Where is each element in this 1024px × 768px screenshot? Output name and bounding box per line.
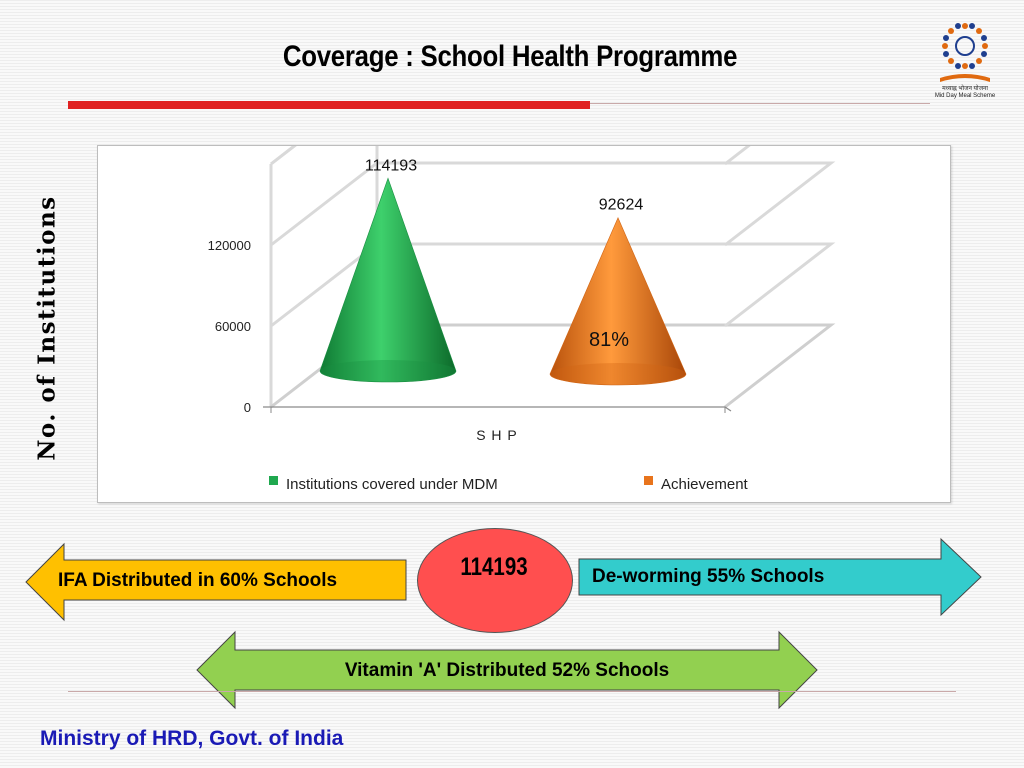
title-rule-extension: [590, 103, 930, 104]
cone-chart: 0 60000 120000 114193 92624 81% S H P Instituti…: [208, 146, 836, 493]
data-label: 114193: [365, 157, 417, 174]
percent-annotation: 81%: [589, 329, 629, 351]
bar-achievement: [549, 216, 687, 386]
x-axis-line: [263, 406, 732, 412]
y-tick-label: 60000: [215, 319, 251, 334]
x-category-label: S H P: [476, 427, 518, 443]
chart-frame: 0 60000 120000 114193 92624 81% S H P Instituti…: [97, 145, 951, 503]
gridline: [270, 161, 836, 247]
center-oval-value: 114193: [460, 553, 528, 581]
gridline: [270, 242, 836, 328]
legend-entry: Institutions covered under MDM: [286, 476, 498, 493]
y-tick-label: 120000: [208, 238, 251, 253]
y-tick-label: 0: [244, 400, 251, 415]
gridline: [270, 146, 751, 166]
data-label: 92624: [599, 197, 644, 214]
cone-base-shade: [550, 363, 686, 385]
logo-caption-hindi: मध्याह्न भोजन योजना: [942, 86, 988, 92]
ifa-arrow: [25, 542, 407, 622]
vitamin-a-label: Vitamin 'A' Distributed 52% Schools: [344, 660, 670, 681]
legend-swatch: [269, 476, 278, 485]
side-wall-top-edge: [270, 146, 297, 166]
cone-base-shade: [320, 360, 456, 382]
bar-institutions-covered: [319, 177, 457, 383]
slide-title: Coverage : School Health Programme: [282, 40, 738, 73]
deworming-arrow: [578, 537, 982, 617]
legend-entry: Achievement: [661, 476, 749, 493]
legend-swatch: [644, 476, 653, 485]
center-oval: [417, 528, 573, 633]
logo-caption-english: Mid Day Meal Scheme: [934, 93, 996, 99]
vitamin-a-arrow: [196, 630, 818, 710]
ifa-label: IFA Distributed in 60% Schools: [58, 570, 338, 591]
footer-text: Ministry of HRD, Govt. of India: [40, 727, 344, 750]
title-rule: [68, 101, 590, 109]
footer-rule: [68, 691, 956, 692]
deworming-label: De-worming 55% Schools: [592, 566, 825, 587]
mdm-logo: [940, 23, 990, 82]
y-axis-title: No. of Institutions: [33, 195, 61, 461]
logo-caption: मध्याह्न भोजन योजना Mid Day Meal Scheme: [928, 86, 1002, 100]
cone-body: [549, 216, 687, 386]
cone-body: [319, 177, 457, 383]
